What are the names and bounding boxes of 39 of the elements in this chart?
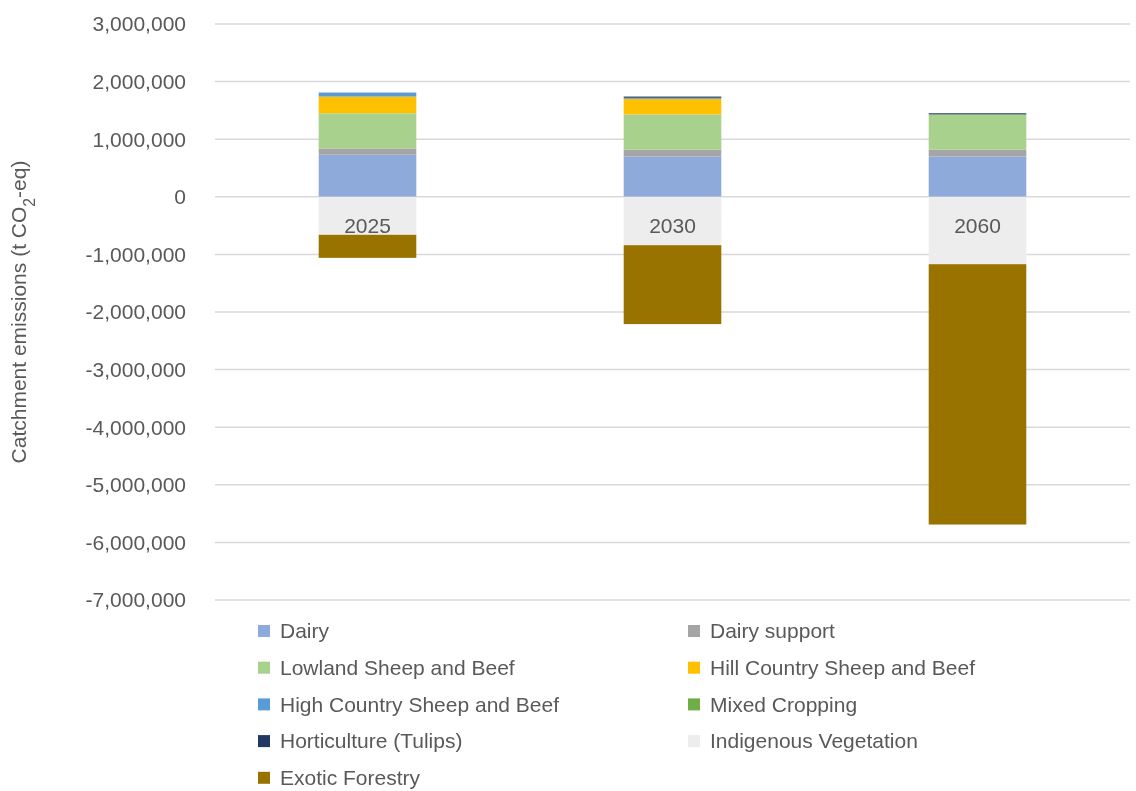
bar — [318, 148, 417, 155]
y-tick-label: -4,000,000 — [85, 415, 186, 439]
y-tick-label: 0 — [174, 185, 186, 209]
bar — [623, 196, 722, 246]
y-tick-label: -2,000,000 — [85, 300, 186, 324]
x-tick-label: 2025 — [344, 213, 391, 237]
y-tick-label: -7,000,000 — [85, 588, 186, 612]
y-tick-label: 3,000,000 — [92, 12, 186, 36]
bar — [928, 264, 1027, 525]
bar — [318, 234, 417, 258]
legend-label: Indigenous Vegetation — [710, 729, 918, 753]
legend-label: High Country Sheep and Beef — [280, 692, 560, 716]
legend-label: Exotic Forestry — [280, 766, 421, 790]
bar — [318, 113, 417, 149]
bar — [928, 196, 1027, 265]
y-tick-label: -5,000,000 — [85, 473, 186, 497]
bar — [623, 156, 722, 197]
x-tick-label: 2060 — [954, 213, 1001, 237]
bar — [928, 156, 1027, 197]
legend-label: Mixed Cropping — [710, 692, 858, 716]
legend-label: Hill Country Sheep and Beef — [710, 656, 976, 680]
legend-label: Dairy support — [710, 619, 836, 643]
bar — [623, 245, 722, 325]
bar — [623, 98, 722, 115]
legend-label: Dairy — [280, 619, 330, 643]
bar — [318, 92, 417, 97]
y-tick-label: -3,000,000 — [85, 357, 186, 381]
y-tick-label: 2,000,000 — [92, 69, 186, 93]
x-tick-label: 2030 — [649, 213, 696, 237]
bar — [928, 114, 1027, 150]
bar — [318, 96, 417, 114]
bar — [318, 196, 417, 235]
legend-label: Lowland Sheep and Beef — [280, 656, 515, 680]
y-tick-label: -1,000,000 — [85, 242, 186, 266]
bar — [318, 154, 417, 197]
bar — [623, 114, 722, 150]
legend-label: Horticulture (Tulips) — [280, 729, 463, 753]
y-tick-label: -6,000,000 — [85, 530, 186, 554]
y-tick-label: 1,000,000 — [92, 127, 186, 151]
